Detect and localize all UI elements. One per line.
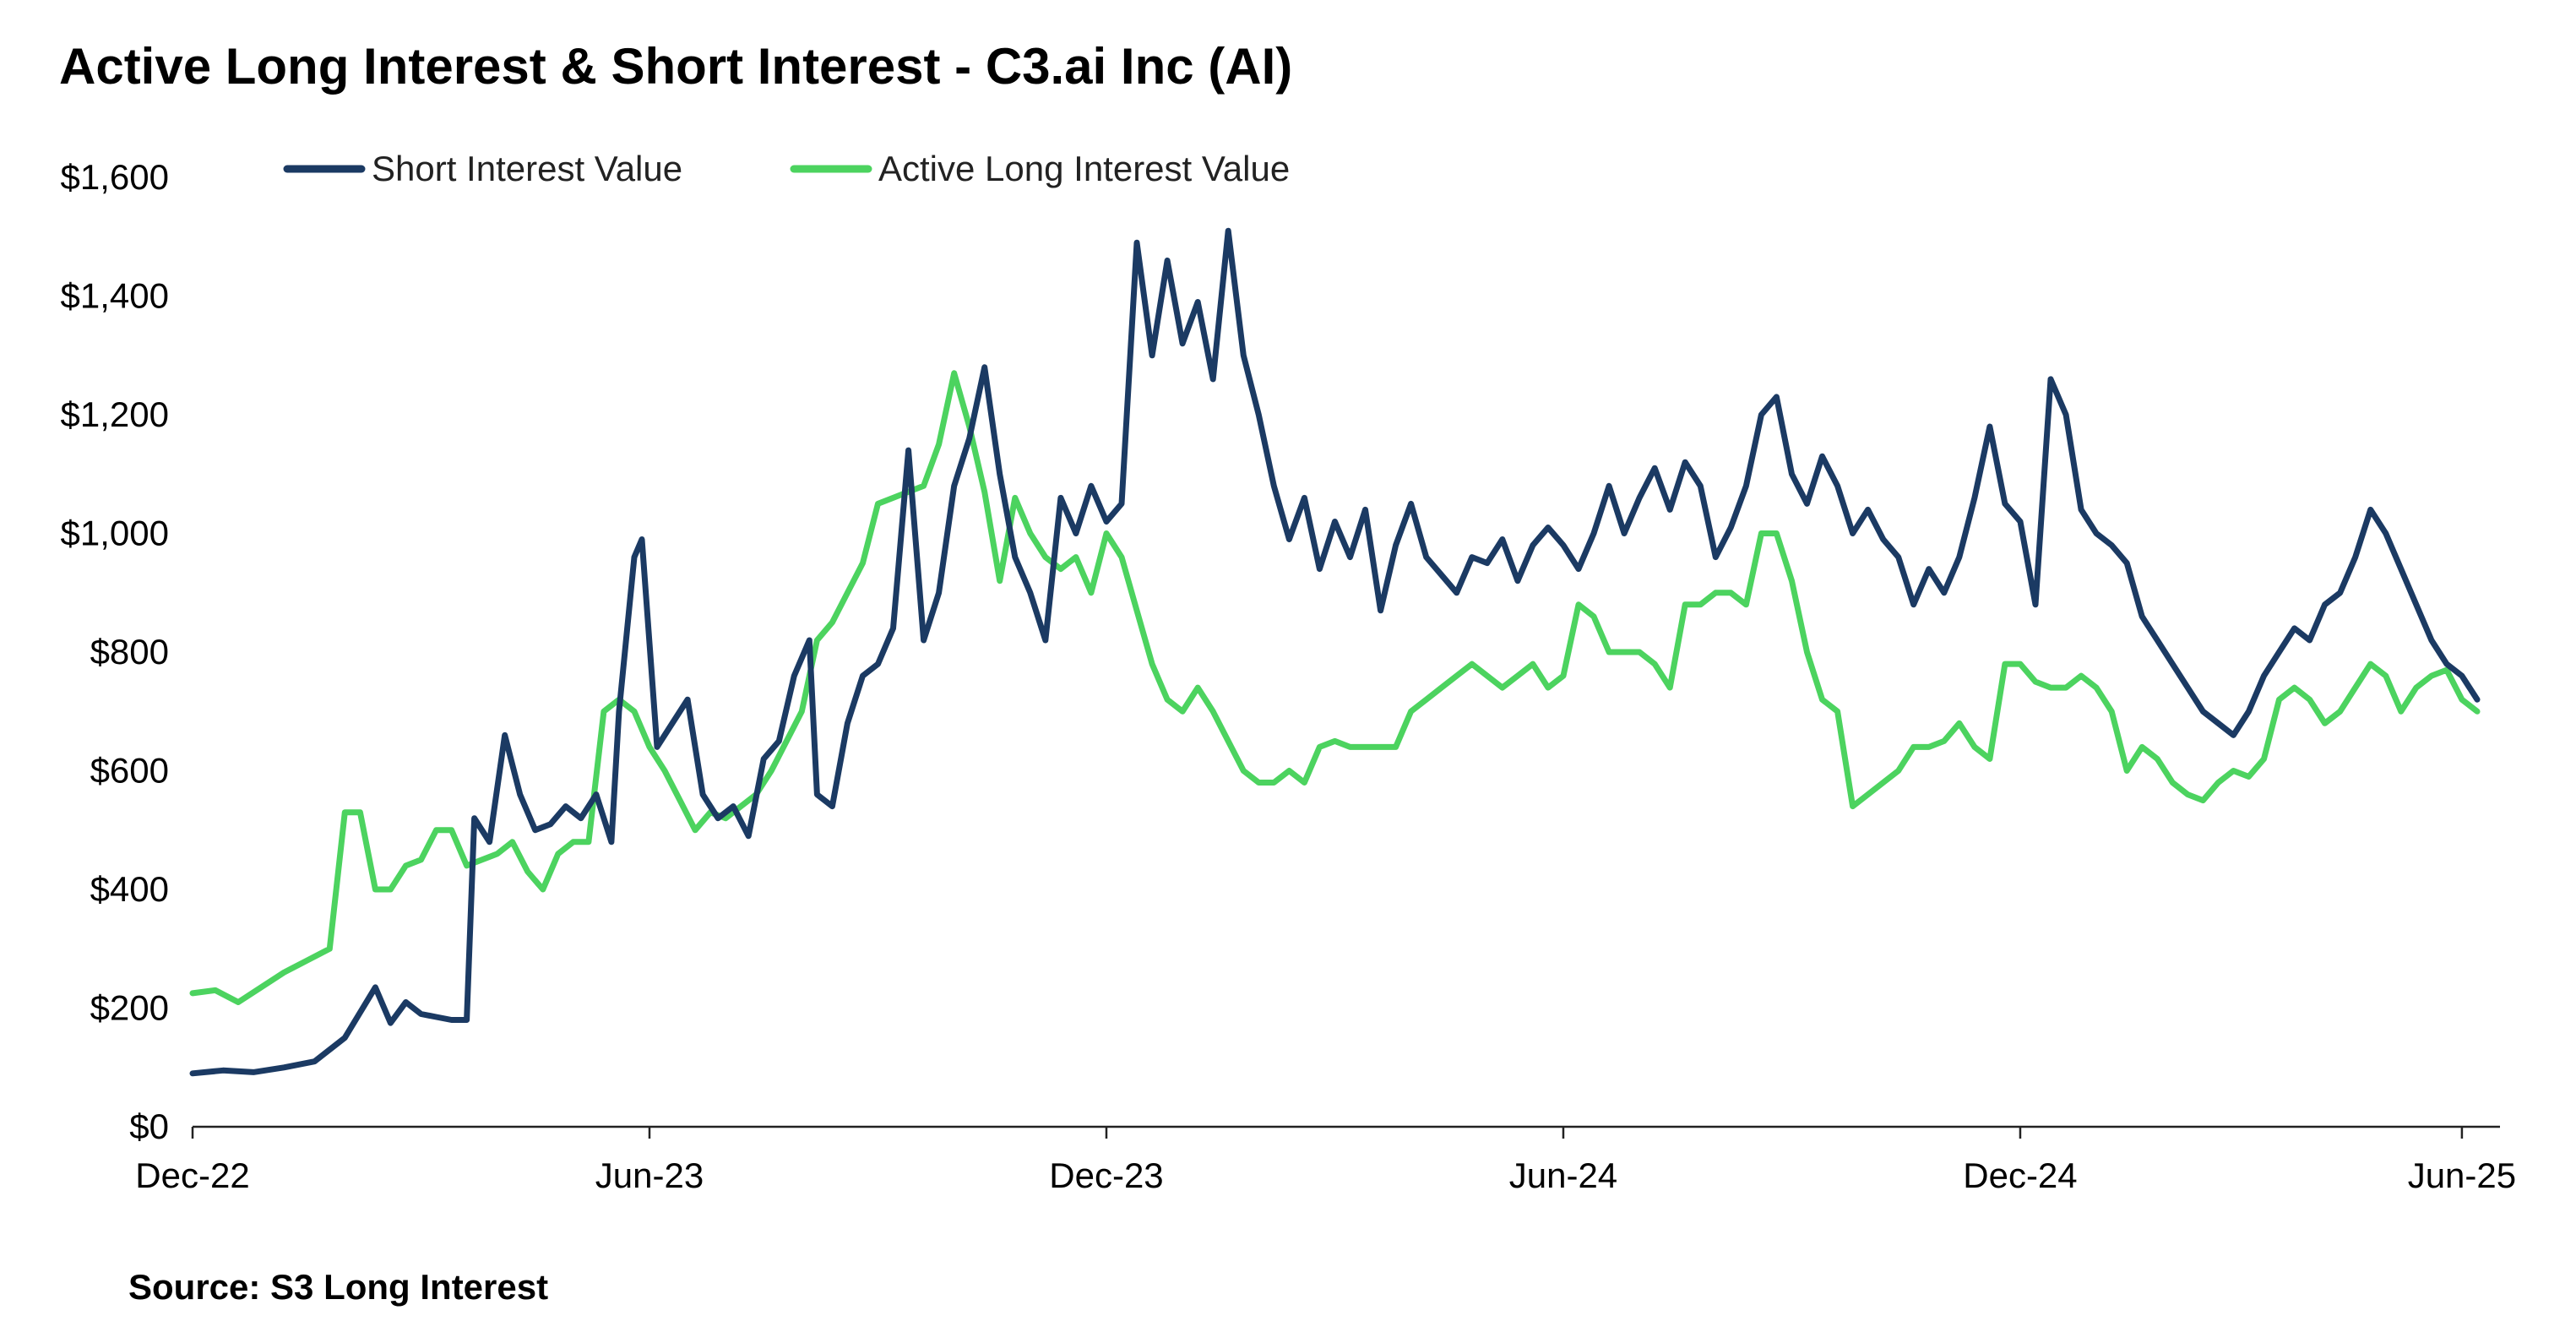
x-tick-label-5: Jun-25	[2408, 1155, 2516, 1195]
legend: Short Interest Value Active Long Interest…	[283, 149, 1290, 188]
x-tick-label-1: Jun-23	[595, 1155, 704, 1195]
y-tick-label-1600: $1,600	[61, 157, 169, 197]
y-tick-label-1000: $1,000	[61, 514, 169, 553]
y-tick-label-1200: $1,200	[61, 394, 169, 434]
x-tick-label-2: Dec-23	[1049, 1155, 1163, 1195]
legend-label-active-long-interest-value: Active Long Interest Value	[878, 149, 1290, 188]
y-axis-labels: $0 $200 $400 $600 $800 $1,000 $1,200 $1,400 $1,6…	[61, 157, 169, 1146]
short-interest-value-line	[189, 227, 2481, 1077]
x-tick-label-4: Dec-24	[1963, 1155, 2077, 1195]
x-tick-label-0: Dec-22	[135, 1155, 249, 1195]
y-tick-label-0: $0	[129, 1106, 169, 1146]
chart-source: Source: S3 Long Interest	[128, 1267, 549, 1307]
x-axis: Dec-22 Jun-23 Dec-23 Jun-24 Dec-24 Jun-25	[135, 1125, 2516, 1195]
y-tick-label-600: $600	[90, 751, 169, 791]
y-tick-label-200: $200	[90, 988, 169, 1028]
y-tick-label-800: $800	[90, 632, 169, 672]
x-tick-label-3: Jun-24	[1509, 1155, 1617, 1195]
series-lines	[189, 227, 2481, 1077]
y-tick-label-1400: $1,400	[61, 276, 169, 316]
chart-title: Active Long Interest & Short Interest - …	[59, 38, 1293, 95]
y-tick-label-400: $400	[90, 869, 169, 909]
chart-plot: $0 $200 $400 $600 $800 $1,000 $1,200 $1,400 $1,6…	[61, 149, 2517, 1195]
active-long-interest-value-line	[189, 370, 2481, 1005]
legend-label-short-interest-value: Short Interest Value	[372, 149, 682, 188]
